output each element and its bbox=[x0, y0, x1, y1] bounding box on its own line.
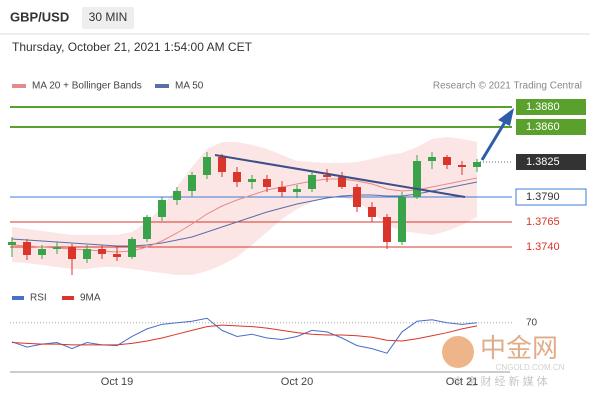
indicator-line bbox=[11, 317, 478, 354]
candle-body bbox=[368, 207, 376, 217]
legend-swatch bbox=[62, 296, 74, 300]
legend-swatch bbox=[12, 296, 24, 300]
candle-body bbox=[53, 247, 61, 249]
candle-body bbox=[83, 249, 91, 259]
candle-body bbox=[248, 179, 256, 182]
candle-body bbox=[173, 191, 181, 200]
candle-body bbox=[128, 239, 136, 257]
candle-body bbox=[38, 249, 46, 255]
candle-body bbox=[8, 242, 16, 245]
watermark-site: CNGOLD.COM.CN bbox=[496, 363, 565, 372]
level-label: 1.3765 bbox=[526, 216, 560, 228]
candle-body bbox=[353, 187, 361, 207]
watermark: 中金网 CNGOLD.COM.CN 中 金 财 经 新 媒 体 bbox=[442, 333, 565, 388]
x-tick-label: Oct 21 bbox=[446, 376, 478, 388]
candle-body bbox=[293, 189, 301, 192]
candle-body bbox=[23, 242, 31, 255]
candle-body bbox=[338, 177, 346, 187]
candle-body bbox=[68, 247, 76, 259]
level-box bbox=[516, 119, 586, 135]
candle-body bbox=[188, 175, 196, 191]
candle-body bbox=[218, 157, 226, 172]
level-label: 1.3880 bbox=[526, 101, 560, 113]
candle-body bbox=[278, 187, 286, 192]
level-label: 1.3825 bbox=[526, 156, 560, 168]
timeframe[interactable]: 30 MIN bbox=[89, 10, 128, 24]
ma50-line bbox=[11, 181, 478, 247]
x-tick-label: Oct 20 bbox=[281, 376, 313, 388]
level-label: 1.3740 bbox=[526, 241, 560, 253]
candle-body bbox=[473, 162, 481, 167]
candle-body bbox=[143, 217, 151, 239]
candle-body bbox=[413, 161, 421, 197]
projection-arrow bbox=[480, 121, 507, 161]
candle-body bbox=[233, 172, 241, 182]
candle-body bbox=[203, 157, 211, 175]
level-label: 1.3860 bbox=[526, 121, 560, 133]
timestamp: Thursday, October 21, 2021 1:54:00 AM CE… bbox=[12, 40, 253, 54]
legend-label: 9MA bbox=[80, 293, 101, 304]
candle-body bbox=[98, 249, 106, 254]
candle-body bbox=[308, 175, 316, 189]
indicator-line bbox=[11, 324, 478, 346]
arrow-head bbox=[498, 108, 514, 126]
candle-body bbox=[458, 165, 466, 167]
level-box bbox=[516, 154, 586, 170]
candle-body bbox=[113, 254, 121, 257]
legend-swatch bbox=[155, 84, 169, 88]
level-box bbox=[515, 188, 587, 206]
watermark-slogan: 中 金 财 经 新 媒 体 bbox=[452, 374, 547, 388]
legend-label: RSI bbox=[30, 293, 47, 304]
symbol: GBP/USD bbox=[10, 9, 69, 24]
candle-body bbox=[158, 200, 166, 217]
candle-body bbox=[323, 175, 331, 177]
x-tick-label: Oct 19 bbox=[101, 376, 133, 388]
timeframe-button[interactable] bbox=[82, 7, 134, 29]
trend-line bbox=[214, 154, 466, 198]
level-box bbox=[516, 99, 586, 115]
legend-swatch bbox=[12, 84, 26, 88]
candle-body bbox=[443, 157, 451, 165]
candle-body bbox=[428, 157, 436, 161]
candle-body bbox=[263, 179, 271, 187]
watermark-name: 中金网 bbox=[480, 333, 558, 363]
watermark-logo bbox=[442, 336, 474, 368]
candle-body bbox=[383, 217, 391, 242]
legend-label: MA 20 + Bollinger Bands bbox=[32, 81, 142, 92]
level-label: 1.3790 bbox=[526, 191, 560, 203]
y-tick-label: 70 bbox=[526, 317, 538, 328]
credit: Research © 2021 Trading Central bbox=[433, 81, 582, 92]
legend-label: MA 50 bbox=[175, 81, 204, 92]
candle-body bbox=[398, 197, 406, 242]
